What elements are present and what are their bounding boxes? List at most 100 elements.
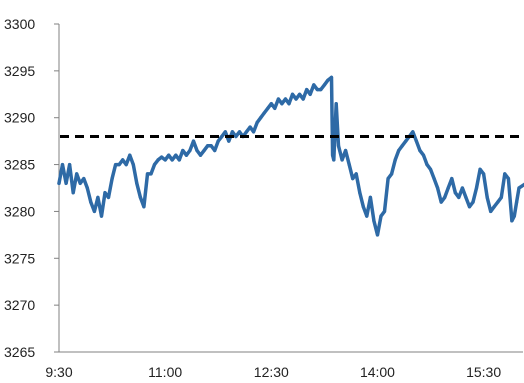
data-point [471, 200, 475, 204]
data-point [404, 139, 408, 143]
data-point [379, 214, 383, 218]
data-point [280, 102, 284, 106]
y-tick-label: 3290 [4, 110, 35, 126]
y-tick-label: 3285 [4, 157, 35, 173]
data-point [248, 125, 252, 129]
data-point [82, 177, 86, 181]
data-point [467, 205, 472, 209]
data-point [163, 158, 167, 162]
data-point [174, 153, 178, 157]
data-point [354, 172, 358, 176]
data-point [273, 106, 277, 110]
data-point [499, 195, 503, 199]
data-point [160, 155, 164, 159]
data-point [450, 177, 454, 181]
data-point [216, 139, 220, 143]
data-point [287, 102, 291, 106]
y-tick-label: 3295 [4, 63, 35, 79]
x-tick-label: 15:30 [466, 364, 501, 380]
data-point [209, 144, 213, 148]
price-series-line [57, 75, 524, 237]
data-point [230, 130, 234, 134]
data-point [276, 97, 280, 101]
data-point [506, 177, 510, 181]
data-point [336, 144, 341, 148]
series-points [57, 75, 521, 237]
x-tick-label: 12:30 [254, 364, 289, 380]
data-point [220, 134, 224, 139]
data-point [135, 181, 139, 185]
data-point [145, 172, 150, 176]
data-point [368, 195, 372, 199]
data-point [167, 153, 171, 157]
data-point [329, 75, 334, 79]
data-point [128, 153, 132, 157]
data-point [244, 130, 249, 134]
data-point [181, 148, 185, 153]
data-point [414, 139, 418, 143]
data-point [131, 163, 135, 167]
data-point [334, 102, 338, 106]
data-point [457, 195, 461, 199]
x-tick-label: 14:00 [360, 364, 395, 380]
data-point [464, 195, 468, 199]
data-point [446, 186, 450, 190]
data-point [283, 97, 288, 101]
data-point [223, 130, 227, 134]
data-point [60, 163, 65, 167]
data-point [71, 191, 75, 195]
data-point [110, 177, 114, 181]
data-point [319, 88, 323, 92]
data-point [400, 144, 404, 148]
data-point [237, 130, 242, 134]
data-point [259, 116, 263, 120]
x-tick-label: 9:30 [45, 364, 72, 380]
data-point [152, 163, 157, 167]
data-point [340, 158, 344, 162]
x-tick-label: 11:00 [148, 364, 182, 380]
data-point [308, 92, 312, 96]
data-point [393, 158, 397, 162]
data-point [262, 111, 266, 115]
data-point [478, 167, 482, 171]
data-point [195, 148, 199, 153]
data-point [322, 83, 326, 87]
data-point [453, 191, 457, 195]
data-point [517, 186, 521, 190]
data-point [252, 130, 256, 134]
y-tick-label: 3300 [4, 16, 35, 32]
data-point [191, 139, 196, 143]
data-point [411, 130, 415, 134]
x-axis: 9:30 11:00 12:30 14:00 15:30 [45, 351, 523, 380]
data-point [347, 163, 351, 167]
data-point [121, 158, 125, 162]
data-point [177, 158, 181, 162]
data-point [421, 153, 426, 157]
data-point [512, 214, 516, 218]
data-point [344, 148, 348, 153]
data-point [301, 97, 305, 101]
data-point [332, 158, 336, 162]
data-point [114, 163, 118, 167]
data-point [269, 102, 273, 106]
data-point [89, 200, 93, 204]
data-point [64, 181, 68, 185]
data-point [103, 191, 107, 195]
data-point [92, 209, 96, 213]
y-tick-label: 3265 [4, 344, 35, 360]
data-point [510, 219, 514, 223]
data-point [198, 153, 203, 157]
data-point [382, 209, 387, 213]
data-point [68, 163, 72, 167]
data-point [213, 148, 217, 153]
data-point [266, 106, 270, 110]
data-point [124, 163, 128, 167]
data-point [425, 163, 429, 167]
data-point [365, 214, 369, 218]
data-point [227, 139, 231, 143]
data-point [138, 195, 142, 199]
data-point [234, 134, 238, 139]
data-point [361, 205, 365, 209]
data-point [474, 186, 479, 190]
data-point [142, 205, 146, 209]
